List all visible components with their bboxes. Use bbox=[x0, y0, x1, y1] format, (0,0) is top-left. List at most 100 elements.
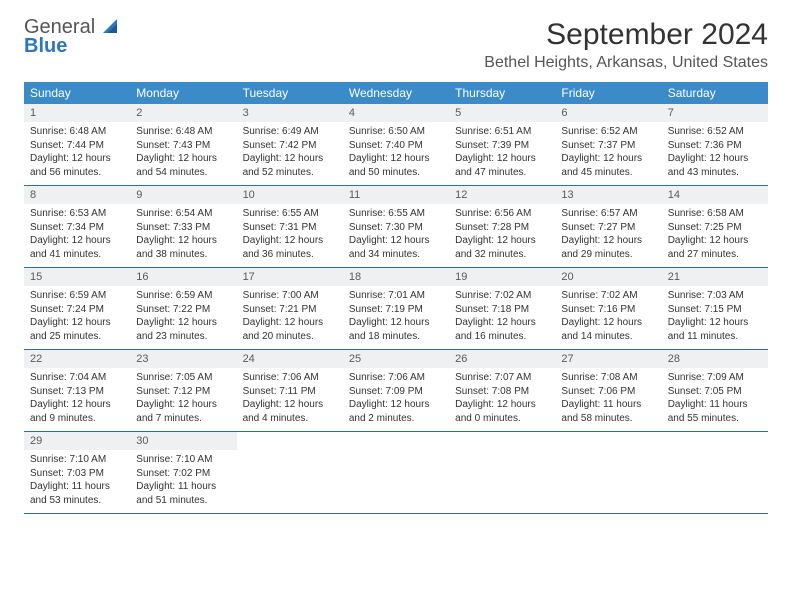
day-body: Sunrise: 6:50 AMSunset: 7:40 PMDaylight:… bbox=[343, 122, 449, 185]
day-cell bbox=[343, 432, 449, 513]
daylight-1: Daylight: 12 hours bbox=[30, 398, 124, 412]
day-cell: 17Sunrise: 7:00 AMSunset: 7:21 PMDayligh… bbox=[237, 268, 343, 349]
location: Bethel Heights, Arkansas, United States bbox=[484, 54, 768, 72]
day-cell: 28Sunrise: 7:09 AMSunset: 7:05 PMDayligh… bbox=[662, 350, 768, 431]
day-body: Sunrise: 7:05 AMSunset: 7:12 PMDaylight:… bbox=[130, 368, 236, 431]
day-number: 18 bbox=[343, 268, 449, 286]
daylight-1: Daylight: 12 hours bbox=[243, 234, 337, 248]
day-number: 12 bbox=[449, 186, 555, 204]
daylight-1: Daylight: 12 hours bbox=[455, 152, 549, 166]
daylight-1: Daylight: 12 hours bbox=[349, 234, 443, 248]
week-row: 22Sunrise: 7:04 AMSunset: 7:13 PMDayligh… bbox=[24, 350, 768, 432]
day-number: 15 bbox=[24, 268, 130, 286]
day-number: 17 bbox=[237, 268, 343, 286]
daylight-2: and 47 minutes. bbox=[455, 166, 549, 180]
sunrise: Sunrise: 6:54 AM bbox=[136, 207, 230, 221]
day-cell: 27Sunrise: 7:08 AMSunset: 7:06 PMDayligh… bbox=[555, 350, 661, 431]
daylight-2: and 51 minutes. bbox=[136, 494, 230, 508]
day-cell: 4Sunrise: 6:50 AMSunset: 7:40 PMDaylight… bbox=[343, 104, 449, 185]
day-cell bbox=[449, 432, 555, 513]
day-cell: 7Sunrise: 6:52 AMSunset: 7:36 PMDaylight… bbox=[662, 104, 768, 185]
day-body: Sunrise: 6:52 AMSunset: 7:36 PMDaylight:… bbox=[662, 122, 768, 185]
day-body: Sunrise: 6:53 AMSunset: 7:34 PMDaylight:… bbox=[24, 204, 130, 267]
sunset: Sunset: 7:30 PM bbox=[349, 221, 443, 235]
daylight-1: Daylight: 12 hours bbox=[349, 152, 443, 166]
day-body: Sunrise: 6:59 AMSunset: 7:24 PMDaylight:… bbox=[24, 286, 130, 349]
sunrise: Sunrise: 7:08 AM bbox=[561, 371, 655, 385]
week-row: 1Sunrise: 6:48 AMSunset: 7:44 PMDaylight… bbox=[24, 104, 768, 186]
day-cell: 23Sunrise: 7:05 AMSunset: 7:12 PMDayligh… bbox=[130, 350, 236, 431]
day-cell: 1Sunrise: 6:48 AMSunset: 7:44 PMDaylight… bbox=[24, 104, 130, 185]
dow-header: Sunday Monday Tuesday Wednesday Thursday… bbox=[24, 82, 768, 104]
sunset: Sunset: 7:16 PM bbox=[561, 303, 655, 317]
daylight-1: Daylight: 12 hours bbox=[561, 316, 655, 330]
dow-thu: Thursday bbox=[449, 82, 555, 104]
sunrise: Sunrise: 6:55 AM bbox=[243, 207, 337, 221]
sunset: Sunset: 7:28 PM bbox=[455, 221, 549, 235]
daylight-1: Daylight: 12 hours bbox=[136, 316, 230, 330]
sunrise: Sunrise: 6:49 AM bbox=[243, 125, 337, 139]
sunset: Sunset: 7:19 PM bbox=[349, 303, 443, 317]
sunset: Sunset: 7:22 PM bbox=[136, 303, 230, 317]
sunrise: Sunrise: 6:48 AM bbox=[136, 125, 230, 139]
sunrise: Sunrise: 6:51 AM bbox=[455, 125, 549, 139]
dow-sun: Sunday bbox=[24, 82, 130, 104]
day-number: 19 bbox=[449, 268, 555, 286]
sunset: Sunset: 7:43 PM bbox=[136, 139, 230, 153]
sunrise: Sunrise: 6:59 AM bbox=[30, 289, 124, 303]
daylight-2: and 4 minutes. bbox=[243, 412, 337, 426]
day-body: Sunrise: 6:56 AMSunset: 7:28 PMDaylight:… bbox=[449, 204, 555, 267]
daylight-2: and 32 minutes. bbox=[455, 248, 549, 262]
day-number: 28 bbox=[662, 350, 768, 368]
sunrise: Sunrise: 7:09 AM bbox=[668, 371, 762, 385]
sunrise: Sunrise: 7:06 AM bbox=[243, 371, 337, 385]
daylight-2: and 14 minutes. bbox=[561, 330, 655, 344]
daylight-1: Daylight: 12 hours bbox=[349, 316, 443, 330]
sunrise: Sunrise: 6:50 AM bbox=[349, 125, 443, 139]
day-body: Sunrise: 7:03 AMSunset: 7:15 PMDaylight:… bbox=[662, 286, 768, 349]
day-number: 21 bbox=[662, 268, 768, 286]
sunrise: Sunrise: 7:02 AM bbox=[561, 289, 655, 303]
sunrise: Sunrise: 6:59 AM bbox=[136, 289, 230, 303]
week-row: 29Sunrise: 7:10 AMSunset: 7:03 PMDayligh… bbox=[24, 432, 768, 514]
daylight-1: Daylight: 12 hours bbox=[561, 234, 655, 248]
sunset: Sunset: 7:36 PM bbox=[668, 139, 762, 153]
day-cell: 12Sunrise: 6:56 AMSunset: 7:28 PMDayligh… bbox=[449, 186, 555, 267]
daylight-2: and 11 minutes. bbox=[668, 330, 762, 344]
daylight-2: and 23 minutes. bbox=[136, 330, 230, 344]
day-cell: 21Sunrise: 7:03 AMSunset: 7:15 PMDayligh… bbox=[662, 268, 768, 349]
sunset: Sunset: 7:40 PM bbox=[349, 139, 443, 153]
daylight-2: and 58 minutes. bbox=[561, 412, 655, 426]
day-number: 8 bbox=[24, 186, 130, 204]
day-cell bbox=[662, 432, 768, 513]
daylight-1: Daylight: 11 hours bbox=[668, 398, 762, 412]
day-body: Sunrise: 6:59 AMSunset: 7:22 PMDaylight:… bbox=[130, 286, 236, 349]
sunrise: Sunrise: 6:55 AM bbox=[349, 207, 443, 221]
day-cell: 19Sunrise: 7:02 AMSunset: 7:18 PMDayligh… bbox=[449, 268, 555, 349]
daylight-2: and 29 minutes. bbox=[561, 248, 655, 262]
header: General Blue September 2024 Bethel Heigh… bbox=[24, 18, 768, 72]
daylight-1: Daylight: 11 hours bbox=[561, 398, 655, 412]
day-cell: 29Sunrise: 7:10 AMSunset: 7:03 PMDayligh… bbox=[24, 432, 130, 513]
daylight-1: Daylight: 12 hours bbox=[561, 152, 655, 166]
sunset: Sunset: 7:24 PM bbox=[30, 303, 124, 317]
calendar: Sunday Monday Tuesday Wednesday Thursday… bbox=[24, 82, 768, 514]
day-cell: 24Sunrise: 7:06 AMSunset: 7:11 PMDayligh… bbox=[237, 350, 343, 431]
day-number: 4 bbox=[343, 104, 449, 122]
brand-line2: Blue bbox=[24, 35, 67, 57]
day-cell: 11Sunrise: 6:55 AMSunset: 7:30 PMDayligh… bbox=[343, 186, 449, 267]
dow-mon: Monday bbox=[130, 82, 236, 104]
daylight-2: and 34 minutes. bbox=[349, 248, 443, 262]
day-number: 7 bbox=[662, 104, 768, 122]
daylight-2: and 36 minutes. bbox=[243, 248, 337, 262]
day-number: 26 bbox=[449, 350, 555, 368]
day-body: Sunrise: 6:48 AMSunset: 7:43 PMDaylight:… bbox=[130, 122, 236, 185]
day-number: 27 bbox=[555, 350, 661, 368]
day-body: Sunrise: 6:58 AMSunset: 7:25 PMDaylight:… bbox=[662, 204, 768, 267]
day-body: Sunrise: 6:57 AMSunset: 7:27 PMDaylight:… bbox=[555, 204, 661, 267]
daylight-1: Daylight: 12 hours bbox=[136, 152, 230, 166]
week-row: 8Sunrise: 6:53 AMSunset: 7:34 PMDaylight… bbox=[24, 186, 768, 268]
sunset: Sunset: 7:08 PM bbox=[455, 385, 549, 399]
sunrise: Sunrise: 6:56 AM bbox=[455, 207, 549, 221]
month-title: September 2024 bbox=[484, 18, 768, 52]
